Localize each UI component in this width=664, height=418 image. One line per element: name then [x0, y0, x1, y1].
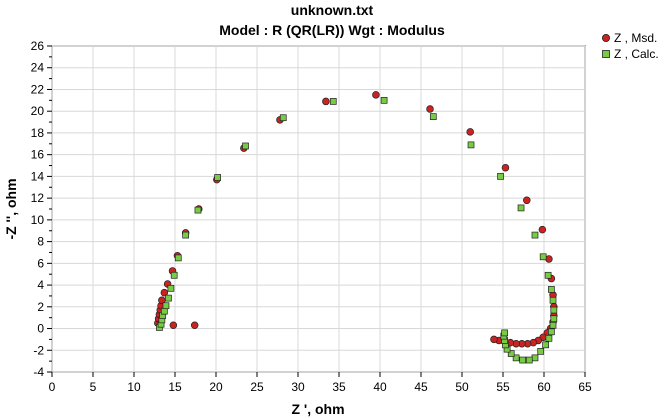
axis-ticks: 0 5 10 15 20 25 30 35 40 45 50 55 60 65-4-20246810121…: [31, 39, 592, 394]
data-points: [154, 91, 558, 364]
point-calculated: [545, 334, 553, 342]
y-tick-label: -2: [33, 343, 44, 357]
x-tick-label: 65: [578, 380, 592, 394]
point-calculated: [497, 173, 504, 180]
point-calculated: [162, 302, 170, 310]
x-tick-label: 5: [90, 380, 97, 394]
point-calculated: [182, 231, 190, 239]
point-calculated: [512, 354, 520, 362]
plot-area: [51, 45, 586, 373]
point-measured: [372, 91, 380, 99]
point-measured: [190, 321, 199, 330]
point-calculated: [544, 271, 552, 279]
y-tick-label: 6: [37, 256, 44, 270]
point-calculated: [539, 253, 547, 261]
point-measured: [490, 335, 498, 344]
point-calculated: [194, 206, 202, 214]
y-tick-label: 24: [31, 61, 45, 75]
point-calculated: [550, 306, 558, 314]
point-calculated: [507, 350, 515, 357]
x-axis-label: Z ', ohm: [291, 401, 344, 417]
point-calculated: [174, 254, 182, 262]
point-calculated: [548, 328, 555, 336]
legend: Z , Msd. Z , Calc.: [602, 31, 659, 61]
y-tick-label: -4: [33, 365, 44, 379]
x-tick-label: 15: [168, 380, 182, 394]
x-tick-label: 40: [373, 380, 387, 394]
point-calculated: [548, 286, 555, 293]
y-tick-label: 8: [37, 235, 44, 249]
grid-lines: [51, 45, 586, 373]
point-calculated: [550, 315, 558, 323]
legend-label-measured: Z , Msd.: [614, 31, 657, 45]
y-tick-label: 12: [31, 191, 45, 205]
point-measured: [322, 97, 330, 106]
point-calculated: [170, 271, 178, 279]
point-calculated: [549, 321, 557, 329]
x-tick-label: 35: [332, 380, 346, 394]
x-tick-label: 45: [414, 380, 428, 394]
point-calculated: [531, 354, 539, 362]
x-tick-label: 60: [537, 380, 551, 394]
point-calculated: [467, 141, 475, 149]
legend-marker-measured: [602, 34, 611, 43]
chart-title: unknown.txt: [290, 2, 374, 18]
legend-marker-calculated: [602, 50, 610, 58]
point-measured: [426, 105, 434, 113]
legend-label-calculated: Z , Calc.: [614, 47, 659, 61]
y-tick-label: 10: [31, 213, 45, 227]
point-measured: [523, 196, 531, 205]
y-tick-label: 18: [31, 126, 45, 140]
point-calculated: [517, 204, 525, 212]
point-calculated: [531, 231, 539, 239]
y-tick-label: 0: [37, 322, 44, 336]
point-measured: [538, 225, 547, 234]
point-measured: [160, 288, 169, 297]
y-tick-label: 14: [31, 169, 45, 183]
y-tick-label: 26: [31, 39, 45, 53]
x-tick-label: 0: [49, 380, 56, 394]
point-measured: [169, 321, 178, 330]
point-calculated: [549, 296, 557, 304]
y-tick-label: 22: [31, 82, 45, 96]
point-calculated: [380, 96, 388, 104]
point-calculated: [519, 356, 527, 364]
x-tick-label: 10: [127, 380, 141, 394]
y-tick-label: 20: [31, 104, 45, 118]
point-measured: [501, 163, 510, 172]
point-calculated: [167, 284, 175, 292]
y-tick-label: 2: [37, 300, 44, 314]
x-tick-label: 30: [291, 380, 305, 394]
point-calculated: [242, 142, 249, 150]
point-calculated: [501, 329, 508, 337]
point-calculated: [537, 348, 545, 355]
point-calculated: [329, 98, 337, 105]
point-calculated: [214, 174, 221, 181]
point-measured: [545, 255, 553, 263]
x-tick-label: 55: [496, 380, 510, 394]
y-tick-label: 16: [31, 148, 45, 162]
x-tick-label: 50: [455, 380, 469, 394]
point-calculated: [542, 341, 549, 349]
point-calculated: [429, 113, 437, 120]
y-tick-label: 4: [37, 278, 44, 292]
y-axis-label: -Z '', ohm: [3, 178, 19, 239]
point-calculated: [279, 114, 287, 122]
chart-subtitle: Model : R (QR(LR)) Wgt : Modulus: [219, 22, 445, 38]
point-calculated: [525, 356, 533, 364]
x-tick-label: 20: [209, 380, 223, 394]
point-calculated: [165, 294, 172, 302]
point-measured: [466, 128, 474, 136]
x-tick-label: 25: [250, 380, 264, 394]
